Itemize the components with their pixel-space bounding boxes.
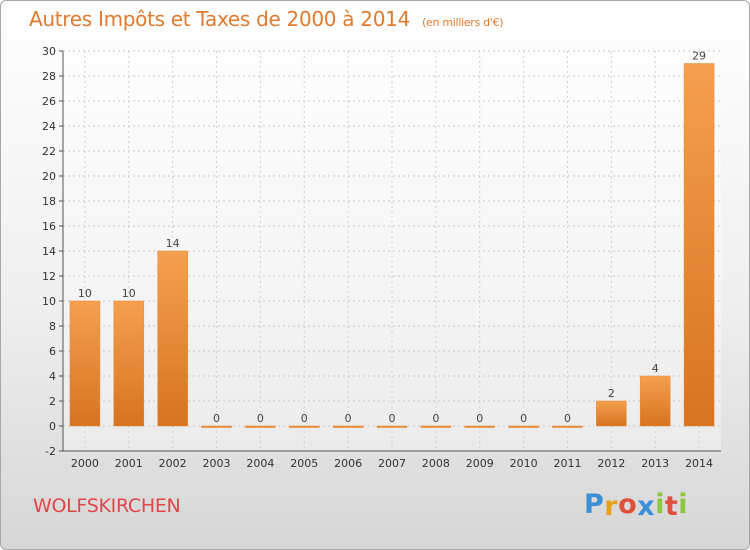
x-tick-label: 2006 bbox=[334, 457, 362, 470]
x-tick-label: 2008 bbox=[422, 457, 450, 470]
bar bbox=[683, 63, 715, 427]
logo-letter: i bbox=[655, 489, 665, 520]
x-tick-label: 2014 bbox=[685, 457, 713, 470]
data-label: 29 bbox=[692, 50, 706, 63]
logo-letter: i bbox=[678, 489, 689, 520]
y-tick-label: 14 bbox=[42, 245, 56, 258]
commune-name: WOLFSKIRCHEN bbox=[33, 495, 181, 517]
y-tick-label: 30 bbox=[42, 45, 56, 58]
logo-letter: P bbox=[584, 489, 605, 520]
logo-letter: r bbox=[604, 491, 619, 522]
y-tick-label: 2 bbox=[49, 395, 56, 408]
x-tick-label: 2011 bbox=[553, 457, 581, 470]
x-tick-label: 2002 bbox=[159, 457, 187, 470]
bar bbox=[332, 425, 364, 428]
y-tick-label: -2 bbox=[45, 445, 56, 458]
x-tick-label: 2003 bbox=[203, 457, 231, 470]
y-tick-label: 20 bbox=[42, 170, 56, 183]
x-tick-label: 2004 bbox=[246, 457, 274, 470]
y-tick-label: 0 bbox=[49, 420, 56, 433]
y-tick-label: 6 bbox=[49, 345, 56, 358]
y-tick-label: 4 bbox=[49, 370, 56, 383]
chart-title: Autres Impôts et Taxes de 2000 à 2014 (e… bbox=[29, 7, 504, 31]
data-label: 10 bbox=[122, 287, 136, 300]
chart-title-text: Autres Impôts et Taxes de 2000 à 2014 bbox=[29, 7, 410, 31]
bar bbox=[245, 425, 276, 428]
x-tick-label: 2000 bbox=[71, 457, 99, 470]
x-tick-label: 2007 bbox=[378, 457, 406, 470]
data-label: 0 bbox=[564, 412, 571, 425]
bar bbox=[69, 300, 101, 427]
y-tick-label: 8 bbox=[49, 320, 56, 333]
data-label: 0 bbox=[476, 412, 483, 425]
data-label: 14 bbox=[166, 237, 180, 250]
y-tick-label: 28 bbox=[42, 70, 56, 83]
y-tick-label: 12 bbox=[42, 270, 56, 283]
y-tick-label: 22 bbox=[42, 145, 56, 158]
chart-unit-label: (en milliers d'€) bbox=[422, 16, 504, 29]
data-label: 0 bbox=[301, 412, 308, 425]
x-tick-label: 2009 bbox=[466, 457, 494, 470]
data-label: 10 bbox=[78, 287, 92, 300]
bar bbox=[113, 300, 145, 427]
data-label: 0 bbox=[389, 412, 396, 425]
data-label: 0 bbox=[213, 412, 220, 425]
x-tick-label: 2001 bbox=[115, 457, 143, 470]
x-tick-label: 2013 bbox=[641, 457, 669, 470]
logo-letter: x bbox=[637, 491, 656, 522]
data-label: 0 bbox=[257, 412, 264, 425]
logo-letter: t bbox=[664, 491, 679, 522]
bar bbox=[508, 425, 539, 428]
bar bbox=[157, 250, 188, 427]
bar bbox=[289, 425, 320, 428]
y-tick-label: 10 bbox=[42, 295, 56, 308]
data-label: 0 bbox=[345, 412, 352, 425]
data-label: 2 bbox=[608, 387, 615, 400]
data-label: 4 bbox=[652, 362, 659, 375]
bar bbox=[376, 425, 408, 428]
y-tick-label: 16 bbox=[42, 220, 56, 233]
bar bbox=[639, 375, 671, 427]
bar bbox=[201, 425, 232, 428]
x-tick-label: 2012 bbox=[597, 457, 625, 470]
y-tick-label: 18 bbox=[42, 195, 56, 208]
logo-letter: o bbox=[618, 489, 638, 520]
y-tick-label: 24 bbox=[42, 120, 56, 133]
x-tick-label: 2005 bbox=[290, 457, 318, 470]
bar bbox=[464, 425, 495, 428]
proxiti-logo: Proxiti bbox=[584, 489, 689, 522]
data-label: 0 bbox=[520, 412, 527, 425]
bar bbox=[596, 400, 627, 427]
bar bbox=[552, 425, 583, 428]
bar bbox=[420, 425, 452, 428]
data-label: 0 bbox=[432, 412, 439, 425]
x-tick-label: 2010 bbox=[510, 457, 538, 470]
y-tick-label: 26 bbox=[42, 95, 56, 108]
